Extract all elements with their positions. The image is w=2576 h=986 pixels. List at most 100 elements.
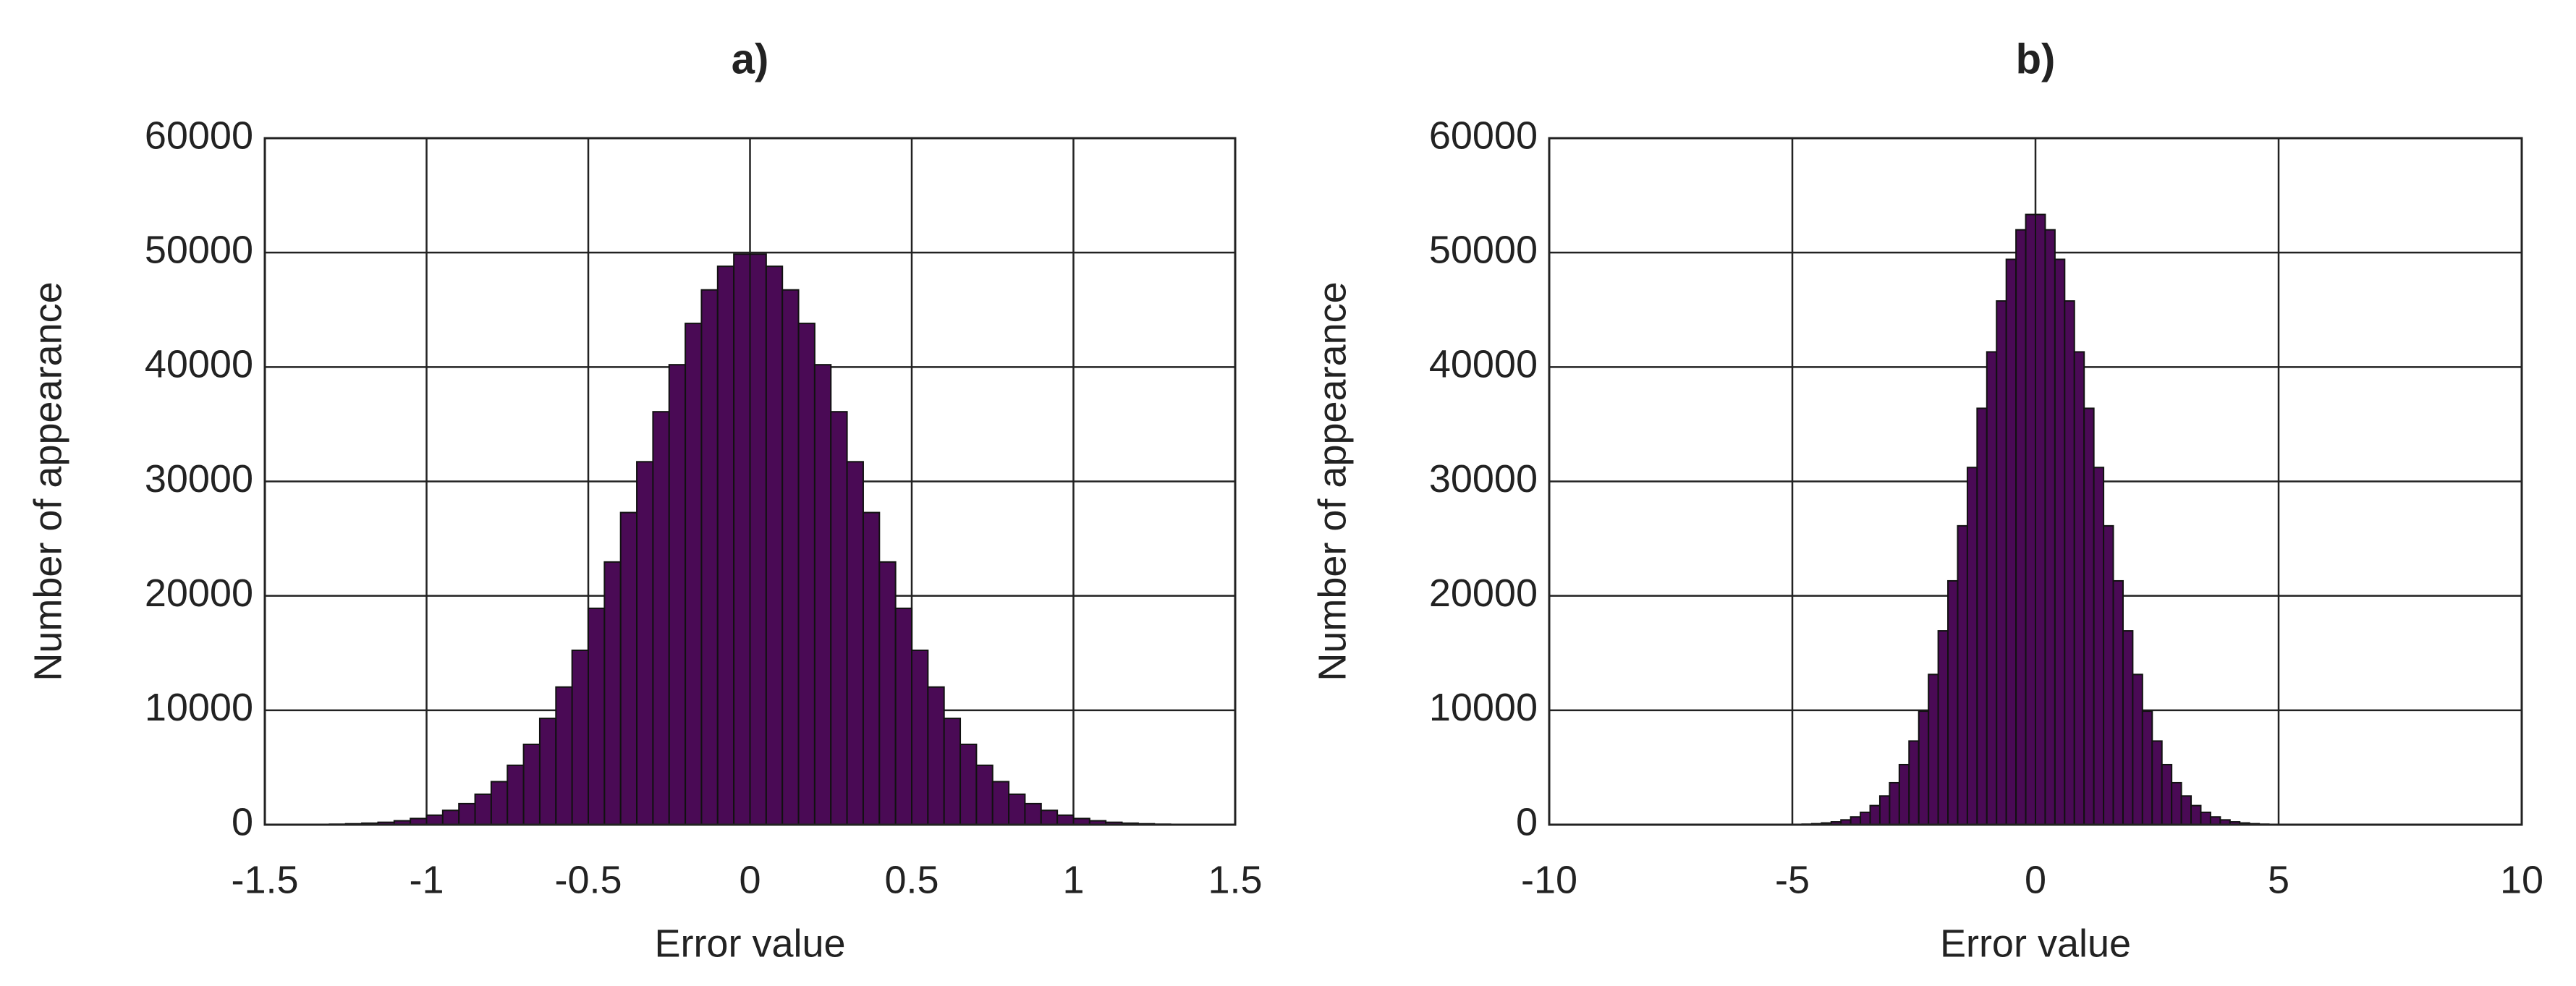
histogram-bar: [1918, 710, 1930, 826]
plot-frame: [263, 137, 1237, 826]
histogram-bar: [2093, 467, 2105, 825]
histogram-bar: [1850, 816, 1862, 825]
histogram-bar: [1966, 467, 1978, 825]
plot-frame: [1548, 137, 2523, 826]
histogram-bar: [2015, 229, 2027, 825]
histogram-bar: [830, 411, 848, 825]
histogram-bar: [991, 781, 1010, 825]
x-tick-label: 1: [1062, 858, 1084, 901]
histogram-bar: [555, 686, 573, 826]
histogram-bar: [1040, 809, 1059, 825]
histogram-bar: [2005, 258, 2017, 826]
histogram-bar: [2044, 229, 2056, 825]
histogram-bar: [1860, 811, 1871, 825]
histogram-bar: [927, 686, 945, 826]
histogram-bar: [2103, 524, 2114, 825]
histogram-bar: [733, 253, 751, 825]
histogram-bar: [846, 461, 864, 826]
histogram-bar: [765, 265, 784, 825]
y-tick-label: 30000: [1429, 457, 1538, 501]
histogram-bar: [1928, 673, 1939, 825]
y-axis-label: Number of appearance: [1310, 281, 1354, 681]
histogram-bar: [2083, 407, 2095, 825]
x-tick-label: 0: [739, 858, 760, 901]
histogram-bar: [2180, 795, 2192, 826]
histogram-bar: [490, 781, 509, 825]
histogram-bar: [1024, 802, 1042, 826]
y-tick-label: 30000: [145, 457, 253, 501]
histogram-bar: [425, 814, 444, 826]
x-tick-label: 0.5: [884, 858, 939, 901]
histogram-bar: [943, 718, 962, 825]
histogram-bar: [975, 764, 993, 825]
histogram-bar: [668, 364, 687, 826]
y-tick-label: 60000: [1429, 114, 1538, 157]
y-tick-label: 20000: [1429, 571, 1538, 615]
histogram-bar: [2190, 804, 2202, 826]
histogram-bar: [1986, 351, 1998, 825]
histogram-bar: [2171, 781, 2182, 826]
histogram-bar: [441, 809, 460, 825]
histogram-bar: [2200, 811, 2211, 825]
histogram-bar: [894, 607, 913, 826]
x-tick-label: -10: [1521, 858, 1577, 901]
histogram-bar: [1056, 814, 1075, 826]
x-tick-label: -5: [1775, 858, 1810, 901]
histogram-bar: [1957, 524, 1968, 825]
histogram-bar: [2122, 630, 2134, 825]
histogram-bar: [781, 289, 800, 825]
y-tick-label: 60000: [145, 114, 253, 157]
histogram-bar: [862, 511, 881, 826]
histogram-bar: [2035, 213, 2046, 825]
x-tick-label: -1.5: [231, 858, 298, 901]
histogram-bar: [507, 764, 525, 825]
histogram-bar: [2132, 673, 2143, 825]
histogram-bar: [2025, 213, 2037, 825]
y-tick-label: 50000: [145, 228, 253, 271]
histogram-bar: [2141, 710, 2153, 826]
histogram-bar: [474, 793, 492, 825]
histogram-bar: [959, 743, 978, 826]
histogram-bar: [522, 743, 541, 826]
histogram-bar: [2112, 579, 2124, 825]
histogram-bar: [1008, 793, 1026, 825]
y-tick-label: 10000: [1429, 686, 1538, 729]
histogram-bar: [636, 461, 654, 826]
histogram-bar: [619, 511, 638, 826]
histogram-bar: [911, 649, 929, 825]
histogram-bar: [603, 561, 622, 825]
histogram-bar: [749, 253, 767, 825]
y-tick-label: 40000: [1429, 343, 1538, 386]
histogram-bar: [685, 323, 703, 825]
histogram-bar: [2073, 351, 2085, 825]
histogram-bar: [1937, 630, 1949, 825]
histogram-bar: [538, 718, 557, 825]
x-tick-label: 10: [2500, 858, 2543, 901]
y-axis-label: Number of appearance: [26, 281, 69, 681]
histogram-bar: [1869, 804, 1881, 826]
y-tick-label: 50000: [1429, 228, 1538, 271]
x-tick-label: -1: [409, 858, 444, 901]
histogram-bar: [797, 323, 815, 825]
x-tick-label: 0: [2025, 858, 2046, 901]
x-tick-label: 1.5: [1208, 858, 1262, 901]
histogram-bar: [1898, 763, 1910, 826]
chart-title: a): [732, 35, 769, 82]
histogram-bar: [2161, 763, 2173, 826]
histogram-bar: [458, 802, 476, 826]
y-tick-label: 20000: [145, 571, 253, 615]
histogram-bar: [813, 364, 832, 826]
histogram-bar: [2209, 816, 2221, 825]
histogram-bar: [1908, 740, 1920, 825]
histogram-bar: [1878, 795, 1891, 826]
histogram-bar: [2054, 258, 2066, 826]
x-axis-label: Error value: [1940, 922, 2131, 965]
histogram-bar: [652, 411, 670, 825]
histogram-bar: [2151, 740, 2163, 825]
histogram-bar: [1889, 781, 1900, 826]
histogram-bar: [1996, 300, 2007, 825]
x-tick-label: -0.5: [554, 858, 622, 901]
histogram-bar: [700, 289, 719, 825]
x-tick-label: 5: [2268, 858, 2289, 901]
